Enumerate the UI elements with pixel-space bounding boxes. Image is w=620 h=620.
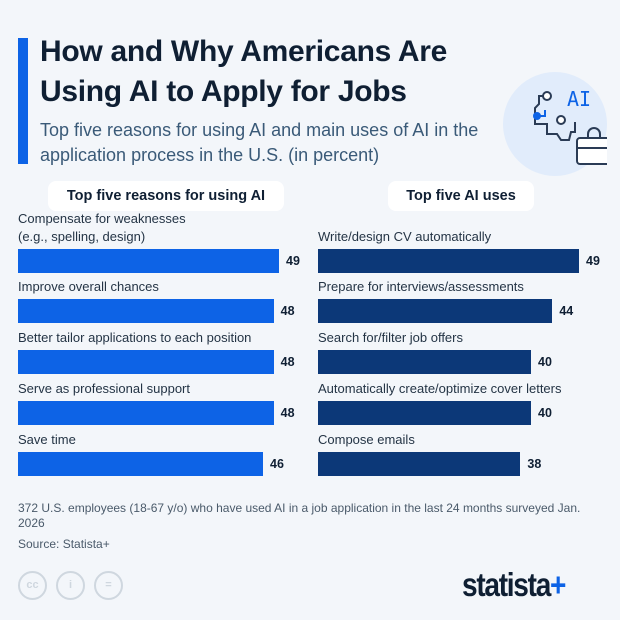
bar-value: 38 (527, 457, 542, 471)
right-chart-title: Top five AI uses (388, 181, 534, 211)
bar-value: 49 (286, 254, 300, 268)
bar-value: 40 (538, 406, 552, 420)
no-derivatives-icon[interactable]: = (94, 571, 123, 600)
bar-value: 48 (280, 406, 295, 420)
svg-text:AI: AI (567, 87, 591, 111)
page-title: How and Why Americans Are Using AI to Ap… (40, 35, 448, 108)
bar-label: Improve overall chances (18, 279, 159, 294)
footer: 372 U.S. employees (18-67 y/o) who have … (18, 501, 608, 552)
bar-label: Compose emails (318, 432, 415, 447)
bar (18, 452, 264, 476)
bar (18, 249, 279, 273)
bar (18, 350, 274, 374)
bar-label: Write/design CV automatically (318, 229, 492, 244)
ai-brain-briefcase-icon: AI (503, 72, 612, 176)
bar-value: 40 (538, 355, 552, 369)
bar-label: Compensate for weaknesses (e.g., spellin… (18, 211, 186, 244)
cc-license-icon[interactable]: cc (18, 571, 47, 600)
bar (318, 401, 532, 425)
source: Source: Statista+ (18, 537, 110, 551)
statista-logo[interactable]: statista+ (462, 566, 566, 604)
bar-value: 44 (559, 304, 574, 318)
bar (318, 249, 579, 273)
bar (318, 452, 521, 476)
bar-value: 48 (280, 304, 295, 318)
bar-label: Prepare for interviews/assessments (318, 279, 524, 294)
bar-value: 49 (586, 254, 600, 268)
page-subtitle: Top five reasons for using AI and main u… (40, 120, 479, 165)
survey-note: 372 U.S. employees (18-67 y/o) who have … (18, 501, 581, 530)
bar (18, 401, 274, 425)
bar-label: Search for/filter job offers (318, 330, 463, 345)
attribution-icon[interactable]: i (56, 571, 85, 600)
bar-label: Serve as professional support (18, 381, 190, 396)
brand-text: statista (462, 566, 551, 603)
title-accent-bar (18, 38, 28, 164)
bar (18, 299, 274, 323)
bar-value: 46 (270, 457, 284, 471)
bar-value: 48 (280, 355, 295, 369)
bar-label: Better tailor applications to each posit… (18, 330, 252, 345)
left-chart-title: Top five reasons for using AI (48, 181, 284, 211)
bar (318, 350, 532, 374)
plus-icon: + (550, 566, 566, 603)
header: How and Why Americans Are Using AI to Ap… (40, 32, 500, 168)
bar (318, 299, 553, 323)
bar-label: Automatically create/optimize cover lett… (318, 381, 562, 396)
bar-label: Save time (18, 432, 76, 447)
